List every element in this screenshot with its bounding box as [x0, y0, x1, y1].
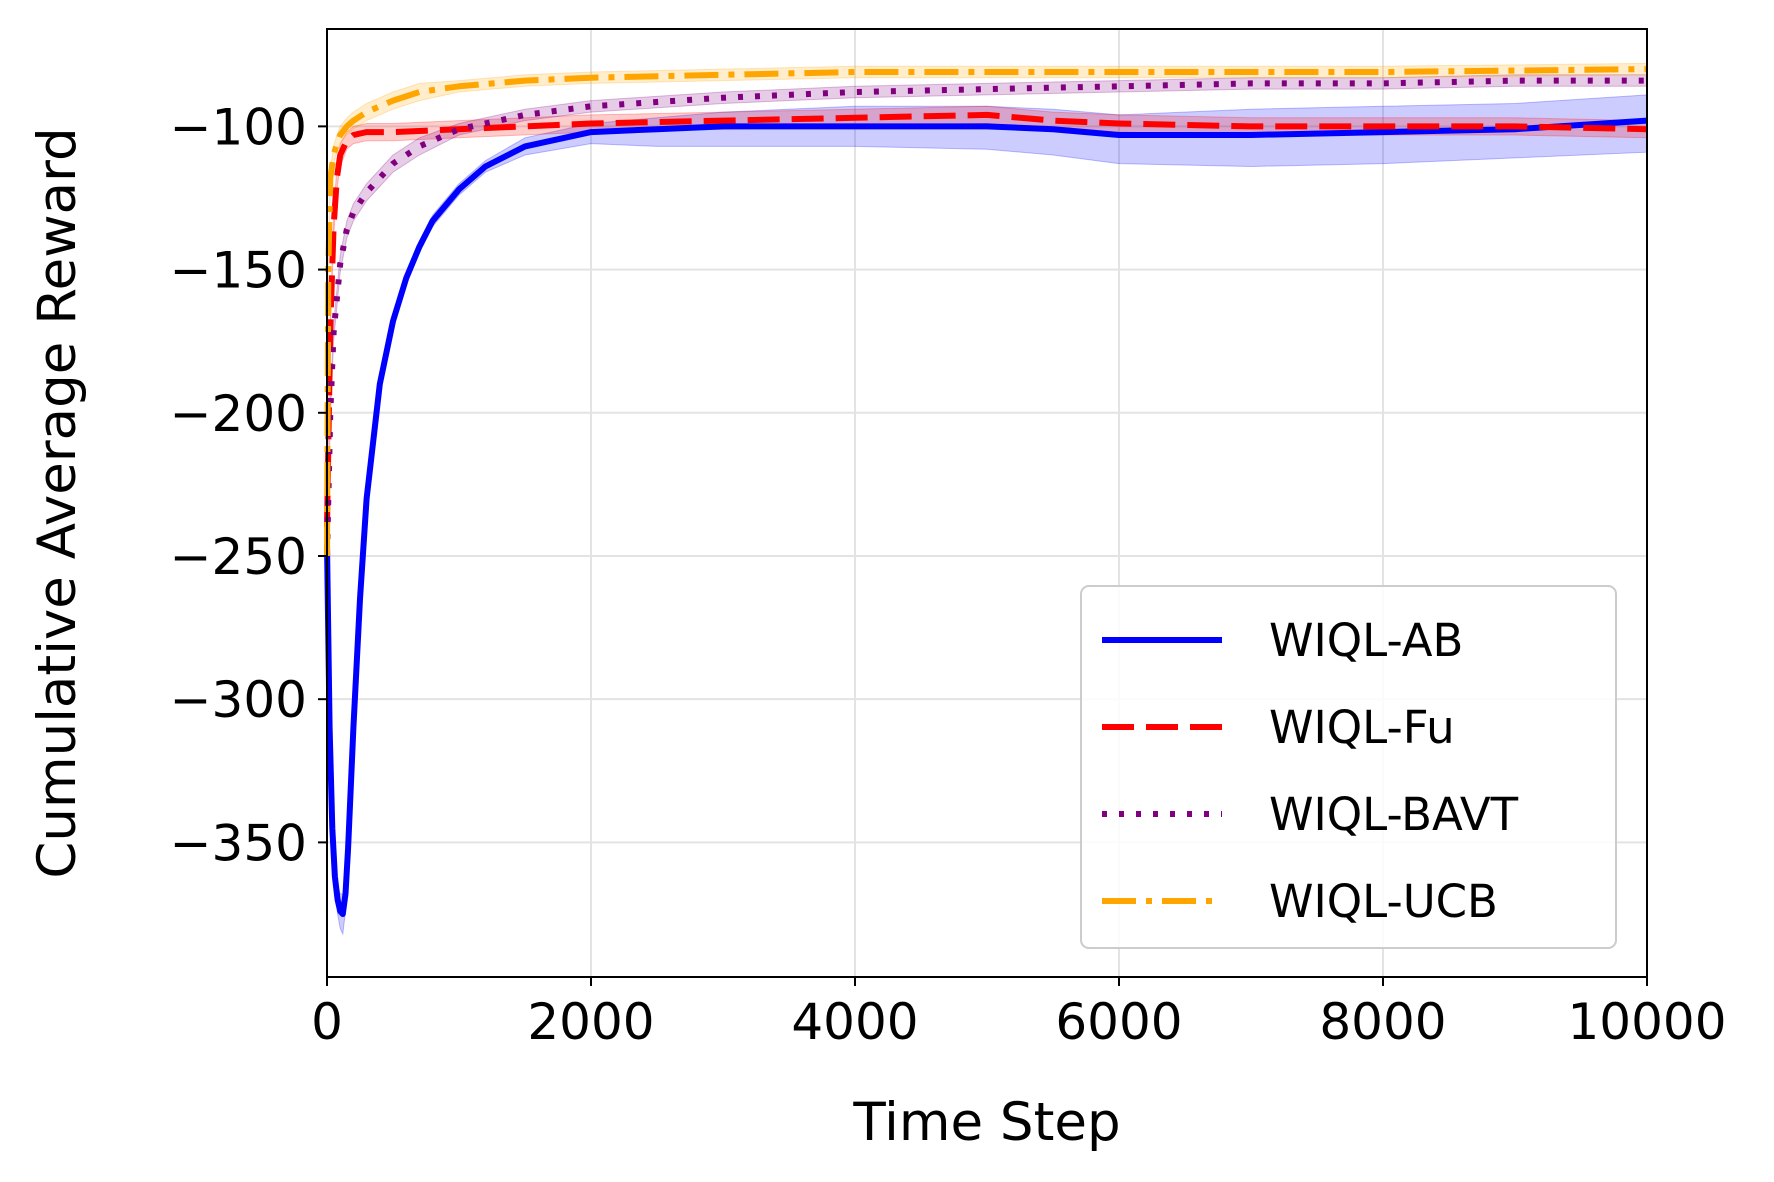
- y-tick-label: −200: [170, 385, 307, 443]
- x-tick-label: 0: [311, 993, 343, 1051]
- y-tick-label: −300: [170, 671, 307, 729]
- grid: [326, 29, 1648, 977]
- y-tick-label: −150: [170, 242, 307, 300]
- y-tick-label: −100: [170, 98, 307, 156]
- y-tick-label: −350: [170, 814, 307, 872]
- wiql-ab-line: [324, 117, 1648, 917]
- plot-frame: [326, 28, 1648, 978]
- y-tick-label: −250: [170, 528, 307, 586]
- x-tick-label: 8000: [1319, 993, 1446, 1051]
- x-tick-label: 2000: [527, 993, 654, 1051]
- series-lines: [324, 66, 1648, 917]
- legend-frame: [1080, 585, 1617, 949]
- x-tick-label: 4000: [791, 993, 918, 1051]
- x-tick-label: 10000: [1567, 993, 1726, 1051]
- wiql-ucb-line: [324, 66, 1648, 557]
- x-axis-label: Time Step: [852, 1092, 1120, 1153]
- legend-label-wiql-fu: WIQL-Fu: [1269, 701, 1455, 754]
- legend-label-wiql-ab: WIQL-AB: [1269, 614, 1463, 667]
- x-axis: 0 2000 4000 6000 8000 10000: [311, 977, 1727, 1051]
- y-axis-label: Cumulative Average Reward: [27, 127, 88, 878]
- legend-label-wiql-bavt: WIQL-BAVT: [1269, 788, 1519, 841]
- wiql-fu-line: [324, 111, 1648, 528]
- y-axis: −350 −300 −250 −200 −150 −100: [170, 98, 327, 872]
- x-tick-label: 6000: [1055, 993, 1182, 1051]
- legend: WIQL-AB WIQL-Fu WIQL-BAVT WIQL-UCB: [1080, 585, 1617, 949]
- legend-label-wiql-ucb: WIQL-UCB: [1269, 875, 1498, 928]
